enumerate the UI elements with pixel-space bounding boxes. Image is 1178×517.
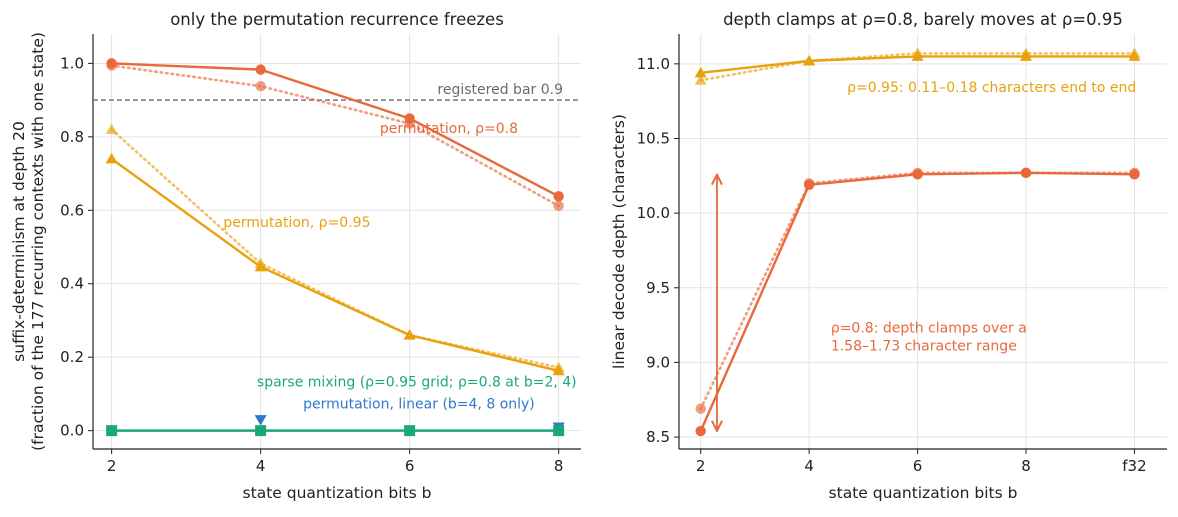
series-line bbox=[110, 128, 560, 369]
y-tick-label: 0.4 bbox=[60, 275, 84, 293]
y-tick-label: 1.0 bbox=[60, 54, 84, 72]
data-point bbox=[106, 425, 118, 437]
data-point bbox=[695, 425, 706, 437]
annotation-label: permutation, ρ=0.8 bbox=[380, 121, 518, 137]
series-line bbox=[110, 64, 560, 208]
data-point bbox=[404, 425, 416, 437]
annotation-label: sparse mixing (ρ=0.95 grid; ρ=0.8 at b=2… bbox=[257, 375, 577, 391]
annotation-label: 1.58–1.73 character range bbox=[831, 338, 1017, 354]
y-tick-label: 0.6 bbox=[60, 201, 84, 219]
y-axis-label-line2: (fraction of the 177 recurring contexts … bbox=[29, 32, 47, 451]
data-point bbox=[1020, 167, 1032, 179]
y-tick-label: 9.5 bbox=[646, 279, 670, 297]
data-point bbox=[1128, 47, 1141, 58]
y-tick-label: 0.2 bbox=[60, 348, 84, 366]
series-line bbox=[110, 62, 560, 198]
x-tick-label: 4 bbox=[804, 457, 814, 475]
x-tick-label: 6 bbox=[405, 457, 415, 475]
annotation-label: permutation, ρ=0.95 bbox=[223, 215, 370, 231]
data-point bbox=[803, 178, 815, 189]
data-point bbox=[1020, 47, 1033, 58]
data-point bbox=[552, 361, 565, 372]
y-tick-label: 10.0 bbox=[637, 204, 670, 222]
series-rho08-dotted bbox=[106, 60, 564, 212]
y-tick-label: 0.0 bbox=[60, 422, 84, 440]
y-tick-label: 10.5 bbox=[637, 129, 670, 147]
y-axis-label: suffix-determinism at depth 20 bbox=[10, 121, 28, 362]
x-tick-label: 2 bbox=[107, 457, 117, 475]
gridlines bbox=[679, 34, 1167, 449]
data-point bbox=[911, 47, 924, 58]
chart-panel-1: 2 4 6 8 0.0 0.2 0.4 0.6 0.8 1.0 only the permutati… bbox=[10, 10, 581, 502]
data-point bbox=[694, 74, 707, 85]
data-point bbox=[553, 425, 565, 437]
y-tick-label: 9.0 bbox=[646, 353, 670, 371]
data-point bbox=[106, 60, 117, 71]
data-point bbox=[255, 64, 266, 75]
x-axis-label: state quantization bits b bbox=[829, 484, 1018, 502]
annotation-label: ρ=0.8: depth clamps over a bbox=[831, 321, 1027, 337]
annotation-label: ρ=0.95: 0.11–0.18 characters end to end bbox=[847, 80, 1136, 96]
data-point bbox=[1129, 167, 1140, 179]
x-tick-label: 8 bbox=[1021, 457, 1031, 475]
data-point bbox=[404, 118, 415, 129]
data-point bbox=[254, 415, 267, 426]
series-sparse-solid bbox=[106, 425, 565, 437]
y-tick-label: 11.0 bbox=[637, 55, 670, 73]
series-line bbox=[110, 157, 560, 372]
x-tick-label: 4 bbox=[256, 457, 266, 475]
x-tick-label: 2 bbox=[696, 457, 706, 475]
y-tick-label: 0.8 bbox=[60, 128, 84, 146]
data-point bbox=[694, 66, 707, 78]
data-point bbox=[803, 54, 816, 66]
data-point bbox=[105, 152, 118, 164]
data-point bbox=[912, 167, 923, 179]
x-tick-label: 8 bbox=[554, 457, 564, 475]
data-point bbox=[553, 200, 564, 212]
y-axis-label: linear decode depth (characters) bbox=[610, 114, 628, 369]
x-tick-label: 6 bbox=[913, 457, 923, 475]
data-point bbox=[403, 329, 416, 340]
x-axis-label: state quantization bits b bbox=[243, 484, 432, 502]
data-point bbox=[255, 425, 267, 437]
data-point bbox=[255, 80, 266, 92]
series-rho095-dotted bbox=[694, 47, 1141, 85]
chart-panel-2: 2 4 6 8 f32 8.5 9.0 9.5 10.0 10.5 11.0 depth clamps… bbox=[610, 10, 1167, 502]
x-tick-label: f32 bbox=[1122, 457, 1146, 475]
data-point bbox=[553, 191, 564, 202]
chart-title: only the permutation recurrence freezes bbox=[170, 10, 504, 29]
annotation-label: permutation, linear (b=4, 8 only) bbox=[303, 397, 535, 413]
series-rho08-solid bbox=[106, 58, 564, 202]
series-rho095-dotted bbox=[105, 123, 565, 372]
series-rho08-dotted bbox=[695, 167, 1140, 414]
data-point bbox=[105, 123, 118, 134]
data-point bbox=[695, 403, 706, 414]
data-point bbox=[254, 257, 267, 269]
reference-line-label: registered bar 0.9 bbox=[437, 82, 563, 98]
y-tick-label: 8.5 bbox=[646, 428, 670, 446]
chart-title: depth clamps at ρ=0.8, barely moves at ρ… bbox=[723, 10, 1123, 29]
